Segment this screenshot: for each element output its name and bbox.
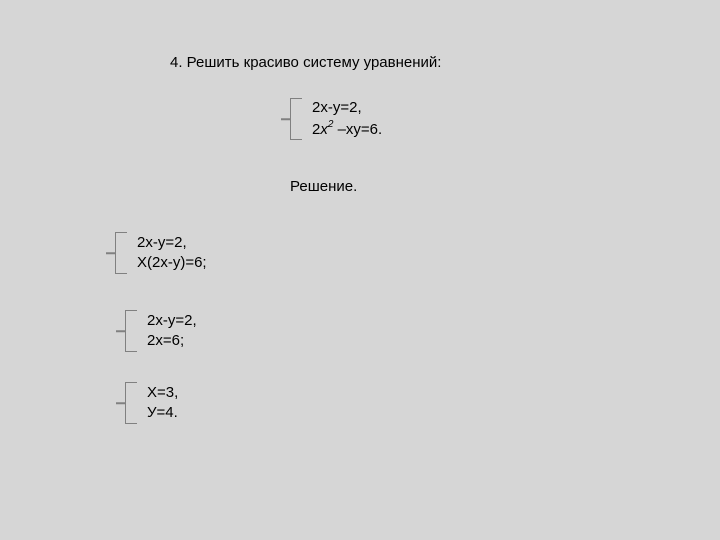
problem-title: 4. Решить красиво систему уравнений: bbox=[170, 54, 441, 71]
bracket-icon bbox=[115, 232, 127, 274]
bracket-icon bbox=[290, 98, 302, 140]
equation-line: 2x2 –ху=6. bbox=[312, 119, 382, 140]
equation-line: Х=3, bbox=[147, 383, 178, 403]
equation-line: Х(2х-у)=6; bbox=[137, 253, 207, 273]
step3-system: Х=3, У=4. bbox=[125, 382, 178, 424]
step1-system: 2х-у=2, Х(2х-у)=6; bbox=[115, 232, 207, 274]
superscript: 2 bbox=[328, 119, 334, 130]
main-system: 2х-у=2, 2x2 –ху=6. bbox=[290, 98, 382, 140]
system-lines: 2х-у=2, 2х=6; bbox=[147, 311, 197, 352]
equation-line: 2х=6; bbox=[147, 331, 197, 351]
solution-heading: Решение. bbox=[290, 178, 357, 195]
step2-system: 2х-у=2, 2х=6; bbox=[125, 310, 197, 352]
bracket-icon bbox=[125, 310, 137, 352]
text-fragment: –ху=6. bbox=[333, 121, 382, 138]
equation-line: У=4. bbox=[147, 403, 178, 423]
system-lines: 2х-у=2, Х(2х-у)=6; bbox=[137, 233, 207, 274]
equation-line: 2х-у=2, bbox=[147, 311, 197, 331]
system-lines: Х=3, У=4. bbox=[147, 383, 178, 424]
equation-line: 2х-у=2, bbox=[312, 98, 382, 118]
bracket-icon bbox=[125, 382, 137, 424]
text-fragment: x bbox=[320, 121, 328, 138]
equation-line: 2х-у=2, bbox=[137, 233, 207, 253]
system-lines: 2х-у=2, 2x2 –ху=6. bbox=[312, 98, 382, 140]
